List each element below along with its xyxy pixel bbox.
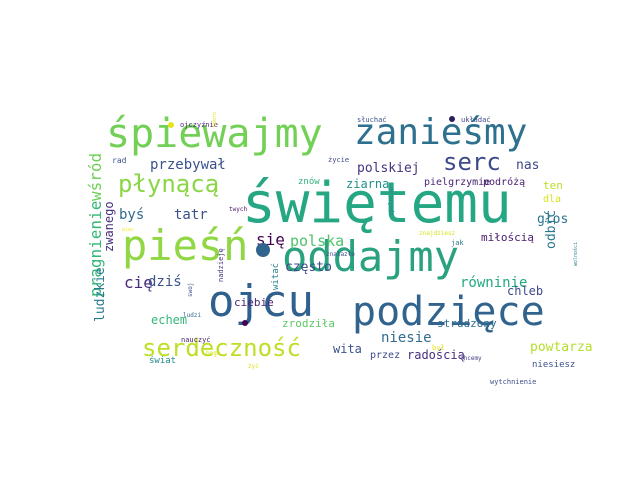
word-cloud-word: jak xyxy=(451,239,464,247)
word-cloud-word: serdeczność xyxy=(142,334,301,362)
word-cloud-word: pielgrzymie xyxy=(424,177,491,188)
word-cloud-word: serc xyxy=(443,148,501,176)
word-cloud-word: wolności xyxy=(573,241,579,266)
word-cloud-word: cię xyxy=(124,273,153,292)
word-cloud-word: żyć xyxy=(248,363,259,370)
word-cloud-word: śpiewajmy xyxy=(106,111,323,157)
word-cloud-word: dziś xyxy=(148,274,182,290)
word-cloud-word: niesie xyxy=(381,330,432,346)
word-cloud-word: twych xyxy=(229,206,248,213)
word-cloud-word: miłością xyxy=(481,231,534,244)
word-cloud-dot-2 xyxy=(449,116,455,122)
word-cloud-word: witać xyxy=(271,262,281,290)
word-cloud-word: spełniać xyxy=(388,187,395,216)
word-cloud-word: ojczyźnie xyxy=(180,121,218,129)
word-cloud-word: ziarna xyxy=(346,177,390,191)
word-cloud-word: życie xyxy=(328,156,350,164)
word-cloud-word: swoj xyxy=(187,282,194,297)
word-cloud-word: zrodziła xyxy=(282,317,335,330)
word-cloud-word: płynącą xyxy=(118,170,220,198)
word-cloud-word: znów xyxy=(298,177,320,187)
word-cloud-word: oddajmy xyxy=(282,232,460,281)
word-cloud-word: podróżą xyxy=(483,177,526,188)
word-cloud-word: ojcu xyxy=(208,276,314,327)
word-cloud-word: wiec xyxy=(122,227,135,233)
word-cloud-word: radością xyxy=(407,348,465,362)
word-cloud-word: podzięce xyxy=(352,289,545,335)
word-cloud-word: świętemu xyxy=(242,171,512,236)
word-cloud-word: nauczyć xyxy=(181,336,211,344)
word-cloud-dot-1 xyxy=(168,122,174,128)
word-cloud-word: zanieśmy xyxy=(354,112,528,153)
word-cloud-word: był xyxy=(432,344,445,352)
word-cloud-word: niesiesz xyxy=(532,360,576,370)
word-cloud-word: pieśń xyxy=(122,221,249,270)
word-cloud-word: chcemy xyxy=(460,355,482,362)
word-cloud-word: układać xyxy=(461,116,491,124)
word-cloud-word: dobro xyxy=(212,111,218,127)
word-cloud-word: powtarza xyxy=(530,340,593,355)
word-cloud-word: ciebie xyxy=(234,296,274,309)
word-cloud-word: polskiej xyxy=(357,161,420,176)
word-cloud-word: ludzkie xyxy=(93,267,108,322)
word-cloud-word: wśród xyxy=(86,152,105,201)
word-cloud-word: słuchać xyxy=(357,116,387,124)
word-cloud-word: rad xyxy=(112,156,127,165)
word-cloud-word: byś xyxy=(119,207,145,223)
word-cloud-word: przebywał xyxy=(150,157,226,173)
word-cloud-dot-3 xyxy=(242,320,248,326)
word-cloud-word: znalazło xyxy=(326,251,355,258)
word-cloud-word: strudzony xyxy=(437,317,497,330)
word-cloud-word: ten xyxy=(543,179,563,192)
word-cloud-word: często xyxy=(285,260,332,275)
word-cloud-word: wytchnienie xyxy=(490,378,537,386)
word-cloud-word: ludzi xyxy=(183,312,202,319)
word-cloud-word: odbić xyxy=(544,209,559,249)
word-cloud-word: znajdziesz xyxy=(419,230,456,237)
word-cloud-word: głos xyxy=(537,212,569,227)
word-cloud-word: tatr xyxy=(174,207,208,223)
word-cloud-word: równinie xyxy=(460,275,528,291)
word-cloud-word: chleb xyxy=(507,284,544,298)
word-cloud-word: przez xyxy=(370,350,401,361)
word-cloud-word: wita xyxy=(333,342,362,356)
word-cloud-word: dla xyxy=(543,194,562,205)
word-cloud-word: echem xyxy=(151,313,188,327)
word-cloud-word: nadzieję xyxy=(217,248,225,282)
word-cloud-word: polska xyxy=(290,232,345,250)
word-cloud-word: zwanego xyxy=(102,201,116,252)
word-cloud-word: nas xyxy=(516,158,540,173)
word-cloud-word: bogu xyxy=(206,350,221,357)
word-cloud-word: świat xyxy=(149,356,177,366)
word-cloud-dot-4 xyxy=(256,243,270,257)
